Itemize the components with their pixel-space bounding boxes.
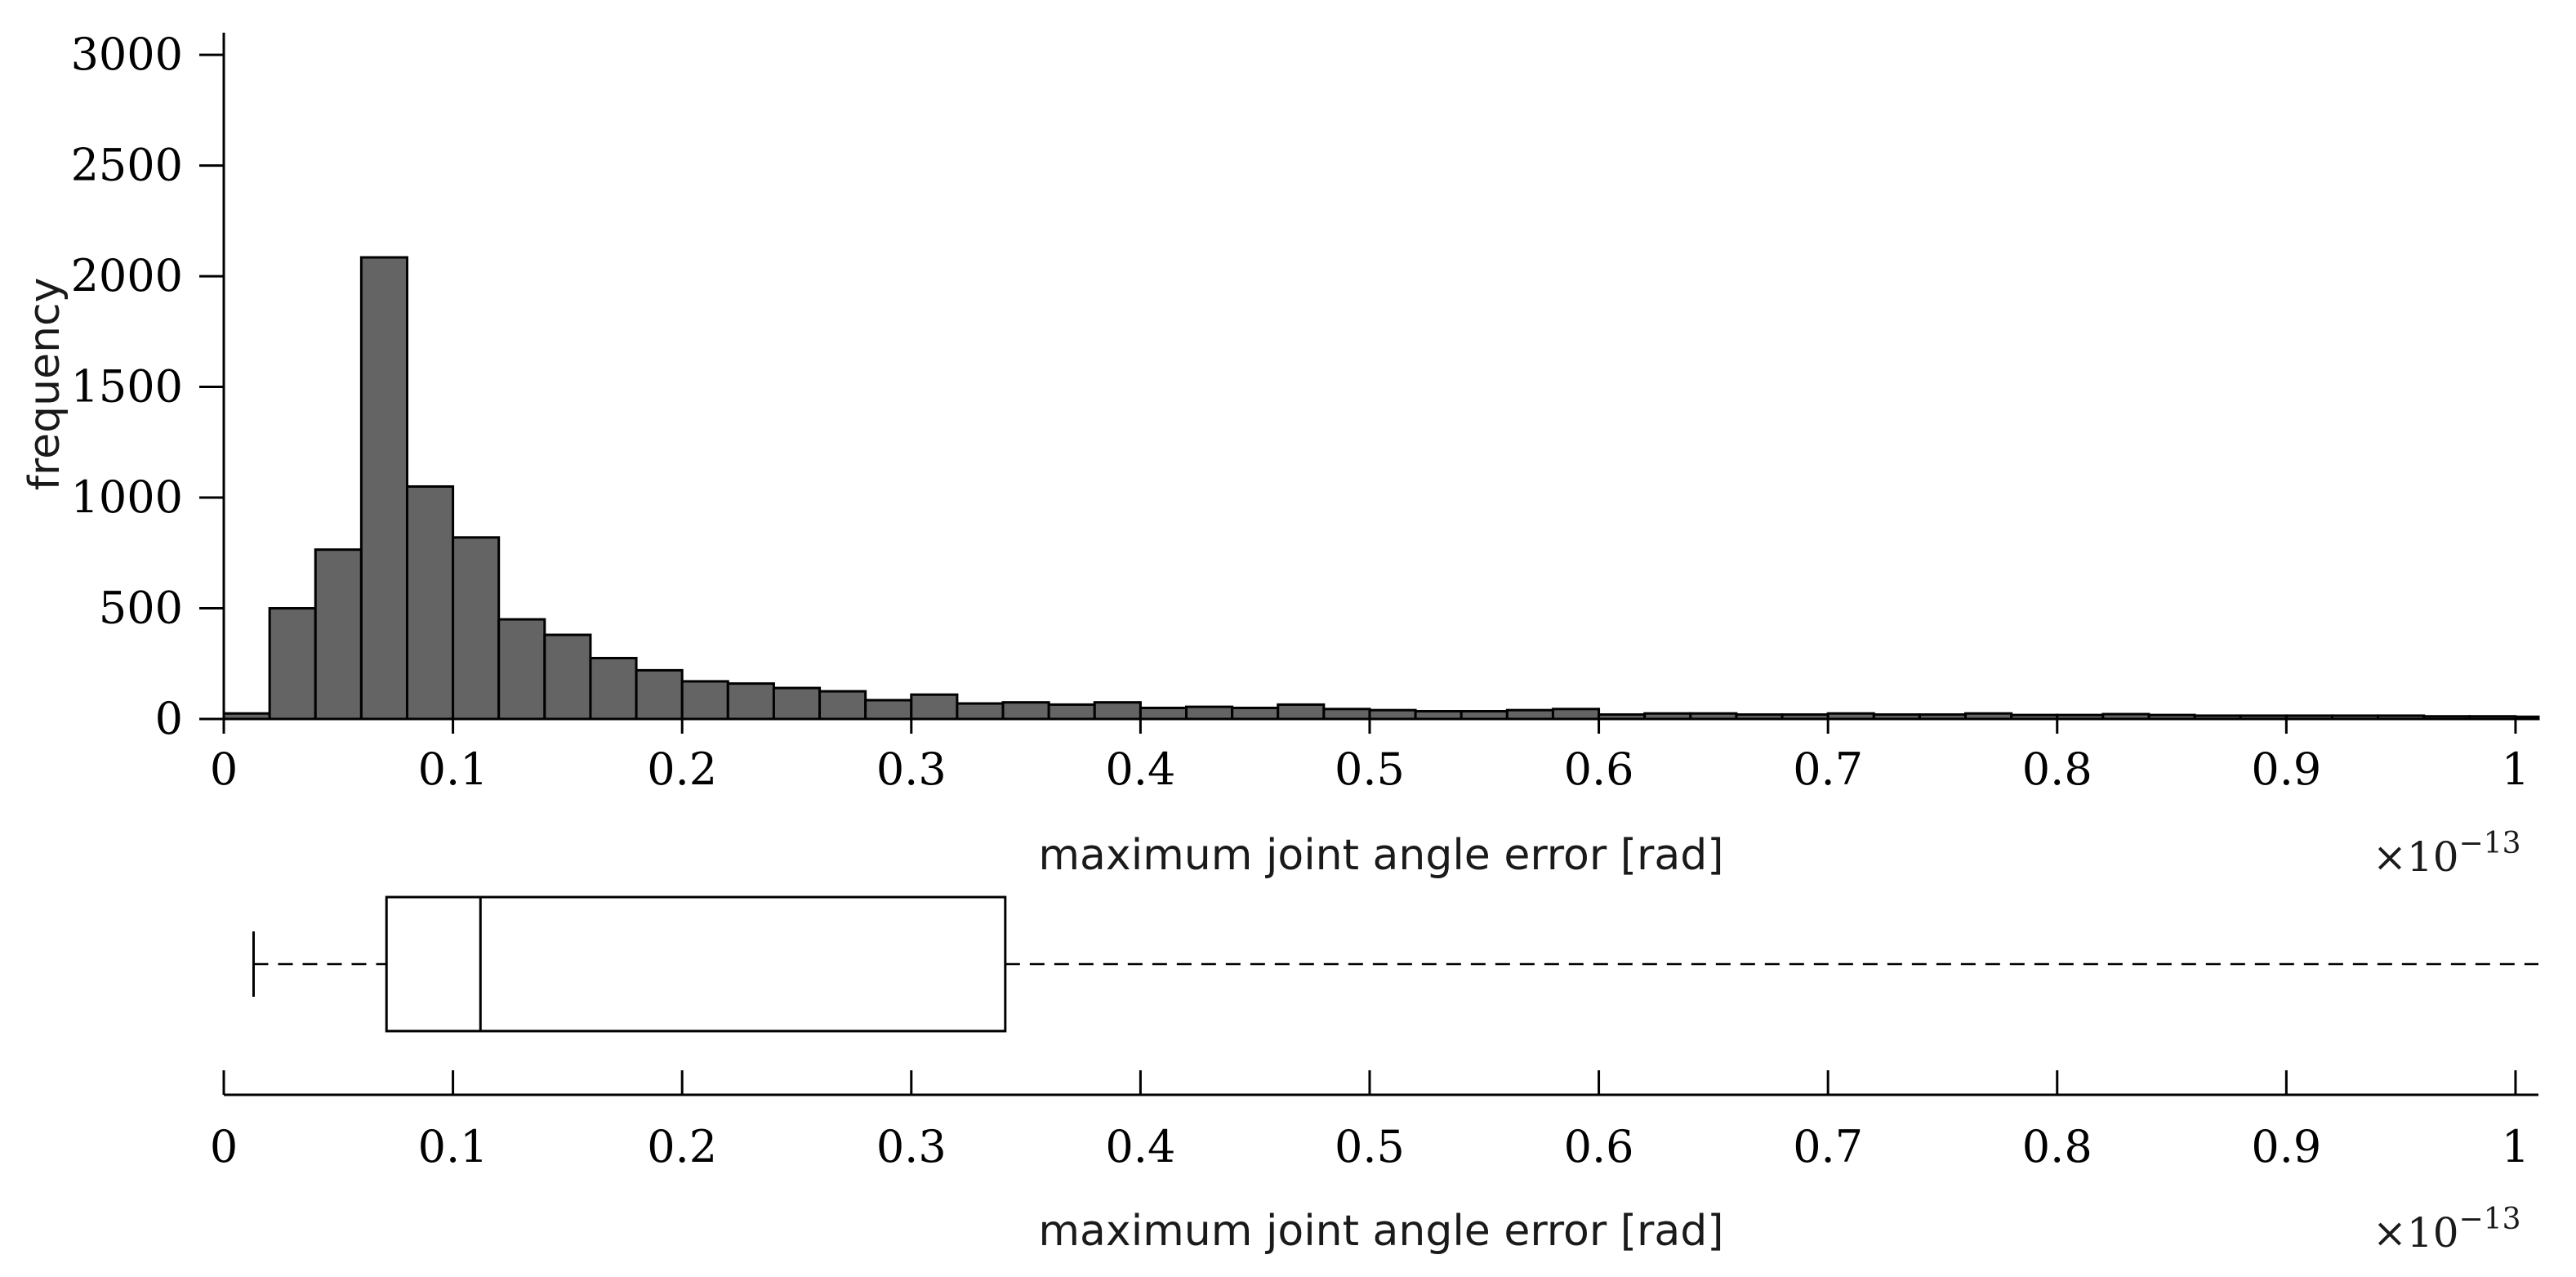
x-axis-label: maximum joint angle error [rad]: [1038, 831, 1723, 880]
boxplot-x-scale-base: ×10: [2373, 1209, 2459, 1257]
boxplot-x-axis-label: maximum joint angle error [rad]: [1038, 1207, 1723, 1256]
boxplot-x-tick-label: 0: [210, 1121, 238, 1172]
y-tick-label: 2000: [71, 250, 183, 301]
boxplot-x-tick-label: 0.8: [2022, 1121, 2092, 1172]
x-tick-label: 0.7: [1793, 743, 1863, 795]
histogram-bar: [1139, 706, 1188, 721]
boxplot-x-scale-exponent: −13: [2459, 1203, 2521, 1236]
boxplot-box: [385, 895, 1007, 1033]
histogram-bar: [1322, 708, 1371, 721]
x-scale-multiplier: ×10−13: [2373, 827, 2521, 881]
histogram-bar: [1001, 701, 1050, 721]
histogram-bar: [1551, 708, 1601, 721]
histogram-bar: [1184, 705, 1234, 721]
x-tick-label: 0.8: [2022, 743, 2092, 795]
histogram-bar: [772, 686, 822, 721]
histogram-bar: [405, 484, 455, 721]
histogram-bar: [1277, 703, 1326, 721]
x-scale-exponent: −13: [2459, 827, 2521, 860]
histogram-bar: [680, 680, 729, 721]
histogram-bar: [1093, 701, 1142, 721]
boxplot-x-tick-label: 0.1: [418, 1121, 488, 1172]
x-tick-label: 0.5: [1335, 743, 1405, 795]
histogram-bar: [452, 536, 501, 721]
histogram-bar: [497, 618, 546, 721]
histogram-bar: [956, 702, 1005, 721]
y-tick-label: 1000: [71, 471, 183, 523]
boxplot-x-scale-multiplier: ×10−13: [2373, 1203, 2521, 1257]
histogram-bar: [864, 699, 913, 721]
histogram-bar: [268, 607, 317, 721]
x-scale-base: ×10: [2373, 833, 2459, 881]
histogram-bar: [1231, 706, 1280, 721]
histogram-bar: [910, 693, 959, 721]
histogram-bar: [359, 256, 408, 721]
y-tick-label: 0: [155, 693, 183, 744]
boxplot-x-tick-label: 0.9: [2251, 1121, 2321, 1172]
boxplot-x-tick-label: 0.7: [1793, 1121, 1863, 1172]
boxplot-x-tick-label: 1: [2502, 1121, 2529, 1172]
y-tick-label: 2500: [71, 140, 183, 191]
y-tick-label: 3000: [71, 29, 183, 80]
boxplot-x-tick-label: 0.6: [1564, 1121, 1634, 1172]
boxplot-x-tick-label: 0.5: [1335, 1121, 1405, 1172]
histogram-bar: [1047, 703, 1096, 721]
histogram-chart: 0 0.1 0.2 0.3 0.4 0.5 0.6 0.7 0.8 0.9 1 0 500 1000 150…: [20, 29, 2540, 881]
histogram-bar: [818, 690, 867, 721]
x-tick-label: 0.3: [876, 743, 947, 795]
histogram-bar: [314, 548, 363, 721]
boxplot-x-tick-label: 0.2: [647, 1121, 717, 1172]
x-tick-label: 0.1: [418, 743, 488, 795]
y-tick-label: 1500: [71, 361, 183, 413]
x-tick-label: 0: [210, 743, 238, 795]
histogram-bar: [635, 668, 684, 721]
histogram-bar: [589, 656, 638, 721]
x-tick-label: 0.9: [2251, 743, 2321, 795]
x-tick-label: 1: [2502, 743, 2529, 795]
histogram-bar: [1368, 708, 1417, 721]
histogram-bar: [1505, 708, 1554, 721]
histogram-bar: [726, 682, 775, 721]
boxplot-x-tick-label: 0.4: [1105, 1121, 1175, 1172]
histogram-bar: [543, 633, 592, 721]
y-tick-label: 500: [99, 583, 183, 634]
y-axis-label: frequency: [20, 278, 69, 491]
x-tick-label: 0.6: [1564, 743, 1634, 795]
boxplot-chart: 0 0.1 0.2 0.3 0.4 0.5 0.6 0.7 0.8 0.9 1 maximum joi…: [210, 895, 2538, 1257]
x-tick-label: 0.4: [1105, 743, 1175, 795]
x-tick-label: 0.2: [647, 743, 717, 795]
boxplot-x-tick-label: 0.3: [876, 1121, 947, 1172]
